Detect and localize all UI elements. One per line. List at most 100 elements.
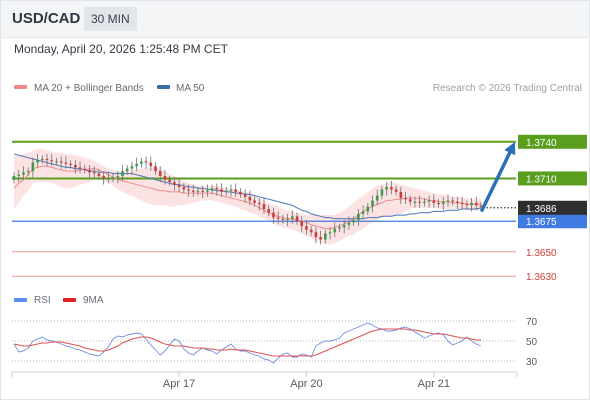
candle — [187, 184, 190, 197]
candle-body — [215, 188, 219, 190]
candle — [324, 229, 327, 244]
candle-body — [281, 218, 285, 220]
candle-body — [78, 167, 82, 169]
candle-body — [26, 171, 30, 173]
current-price-label: 1.3686 — [526, 204, 557, 215]
candle-body — [59, 161, 63, 163]
candle — [182, 183, 186, 194]
candle — [97, 169, 101, 180]
candle-body — [210, 188, 214, 191]
candle — [12, 172, 16, 184]
candle — [385, 182, 388, 196]
candle — [177, 178, 181, 192]
candle-body — [17, 174, 21, 176]
candle-body — [295, 216, 299, 222]
candle-body — [338, 227, 341, 229]
candle-body — [371, 200, 374, 207]
rsi-series-rsi — [13, 322, 482, 364]
candle — [390, 180, 393, 195]
candle-body — [479, 205, 483, 207]
rsi-tick-30: 30 — [526, 357, 538, 368]
candle-body — [158, 171, 162, 176]
target-arrow-shaft — [480, 148, 513, 212]
candle-body — [22, 172, 25, 175]
candle — [286, 213, 289, 227]
candle — [427, 195, 431, 208]
candle-body — [399, 191, 403, 198]
candle — [41, 155, 44, 164]
candle-body — [474, 202, 478, 206]
candle — [371, 195, 374, 213]
candle — [59, 156, 63, 169]
level-label-1.3650: 1.3650 — [526, 248, 557, 259]
bollinger-band-fill — [14, 149, 481, 245]
candle — [17, 169, 21, 183]
candle — [220, 183, 223, 197]
candle-body — [446, 200, 450, 202]
moving-averages — [13, 153, 482, 230]
candle — [380, 185, 384, 200]
candle-body — [441, 201, 445, 205]
candle-body — [366, 206, 370, 212]
candle — [239, 188, 242, 198]
candle — [130, 161, 134, 175]
candle — [366, 202, 370, 216]
candle — [295, 212, 299, 225]
candle — [88, 165, 91, 179]
level-label-1.3675: 1.3675 — [526, 217, 557, 228]
candle-body — [135, 163, 138, 167]
candle — [201, 185, 204, 198]
candle — [229, 184, 233, 197]
candle-body — [107, 178, 110, 180]
chart-overlays: 1.3686 — [480, 141, 587, 215]
legend-9ma-label: 9MA — [83, 295, 104, 306]
candle-body — [224, 190, 228, 192]
candle-body — [74, 165, 77, 168]
candle-body — [88, 169, 91, 173]
candle-body — [328, 232, 332, 234]
candle — [460, 196, 464, 209]
candle-body — [380, 189, 384, 196]
candle — [408, 195, 412, 206]
candle — [418, 195, 421, 208]
candle — [111, 173, 115, 183]
candle — [399, 187, 403, 205]
rsi-tick-50: 50 — [526, 337, 538, 348]
candle — [107, 172, 110, 184]
candle-body — [102, 176, 105, 179]
candle — [224, 187, 228, 196]
candle — [26, 167, 30, 176]
candle-body — [300, 221, 304, 227]
candle — [361, 205, 365, 219]
candle — [456, 196, 459, 209]
candle — [446, 194, 450, 207]
candle-body — [465, 204, 469, 206]
legend-ma20-swatch — [14, 85, 27, 89]
level-tag-1.3675 — [518, 214, 587, 229]
candle-body — [140, 161, 143, 164]
candle — [423, 198, 426, 207]
candle — [36, 154, 39, 168]
candle-body — [437, 202, 440, 205]
rsi-tick-70: 70 — [526, 317, 538, 328]
candle-body — [154, 166, 157, 172]
bollinger-bands — [14, 149, 481, 245]
candle-body — [253, 200, 256, 203]
candle — [451, 196, 454, 206]
candle-body — [432, 200, 436, 203]
legend-rsi-label: RSI — [34, 295, 51, 306]
candle-body — [324, 233, 327, 240]
candle-body — [272, 212, 275, 218]
legend-rsi-swatch — [14, 298, 27, 302]
candle — [375, 189, 379, 206]
candle — [272, 207, 275, 224]
x-tick-label: Apr 21 — [418, 378, 450, 390]
candle — [253, 196, 256, 207]
timeframe-button[interactable]: 30 MIN — [84, 7, 137, 31]
candle — [413, 196, 417, 208]
candle — [64, 156, 68, 169]
candle-body — [69, 163, 72, 165]
candle — [140, 157, 143, 168]
